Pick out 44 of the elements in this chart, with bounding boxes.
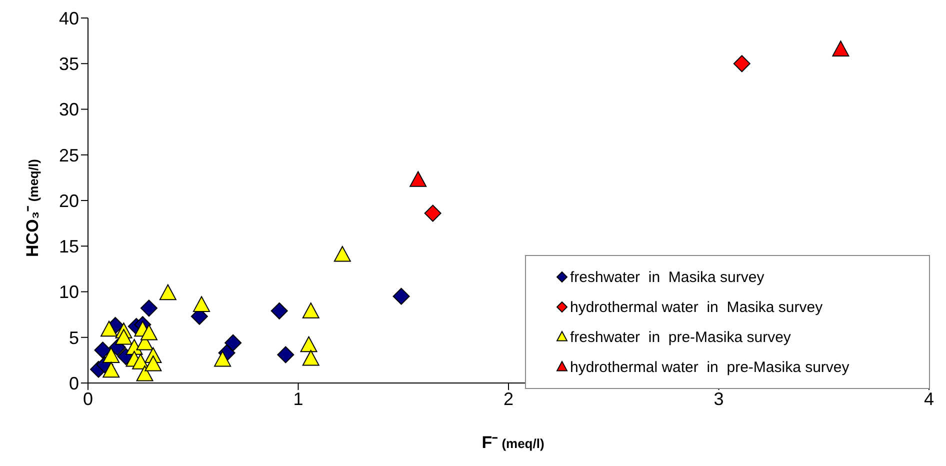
legend-label: hydrothermal water in pre-Masika survey	[570, 358, 850, 376]
y-axis-title: HCO₃⁻ (meq/l)	[23, 159, 42, 257]
point	[140, 324, 158, 340]
legend-label: freshwater in Masika survey	[570, 268, 764, 286]
y-tick-label: 5	[68, 328, 79, 348]
x-axis-title: F⁻ (meq/l)	[482, 433, 544, 452]
point	[832, 40, 850, 56]
point	[300, 336, 318, 352]
point	[193, 296, 210, 312]
y-tick-label: 15	[58, 236, 79, 257]
x-tick-label: 4	[924, 388, 934, 409]
point	[94, 342, 112, 359]
legend-label: hydrothermal water in Masika survey	[570, 298, 823, 316]
point	[214, 350, 232, 367]
y-tick-label: 20	[58, 190, 79, 211]
point	[102, 362, 120, 378]
point	[100, 320, 118, 337]
x-tick-label: 3	[714, 388, 724, 409]
point	[159, 284, 176, 300]
point	[224, 334, 242, 352]
legend-label: freshwater in pre-Masika survey	[570, 328, 791, 346]
point	[733, 55, 750, 72]
point	[424, 204, 442, 222]
y-tick-label: 30	[58, 100, 79, 120]
point	[144, 355, 162, 372]
point	[102, 347, 120, 364]
point	[334, 246, 351, 262]
point	[140, 300, 158, 317]
point	[115, 328, 132, 345]
point	[270, 302, 288, 320]
point	[136, 365, 154, 382]
y-tick-label: 10	[58, 282, 79, 302]
point	[277, 346, 294, 364]
x-tick-label: 1	[293, 388, 304, 409]
point	[392, 288, 410, 305]
y-tick-label: 25	[58, 145, 79, 166]
point	[410, 171, 427, 187]
point	[302, 350, 320, 366]
y-tick-label: 0	[68, 373, 79, 394]
point	[302, 302, 320, 318]
x-tick-label: 0	[82, 388, 94, 409]
y-tick-label: 40	[58, 8, 79, 28]
y-tick-label: 35	[58, 54, 79, 74]
x-tick-label: 2	[503, 388, 514, 409]
